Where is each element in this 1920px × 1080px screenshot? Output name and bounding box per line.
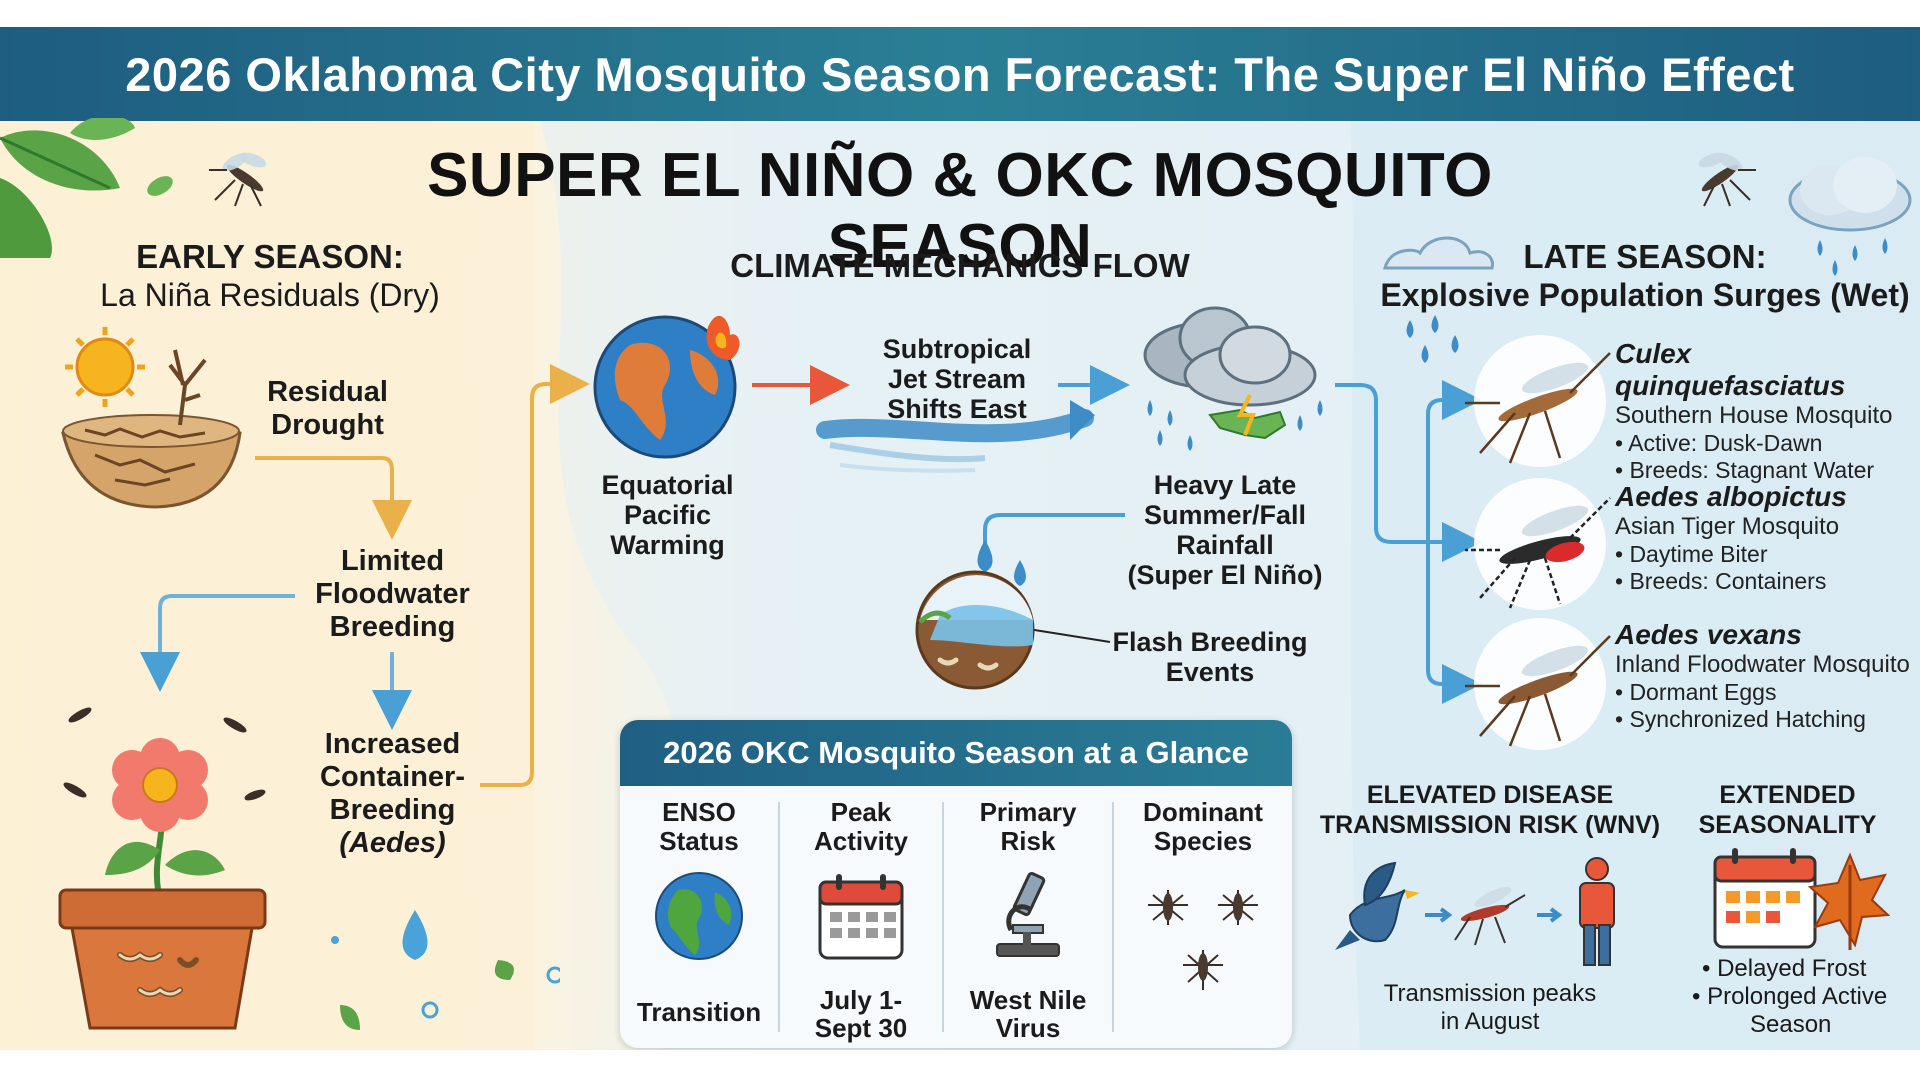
extended-bullets: • Delayed Frost • Prolonged Active Seaso… (1692, 955, 1888, 1038)
species-name: Aedes albopictus (1615, 481, 1847, 512)
rain-cloud-icon (1788, 157, 1912, 276)
bottom-margin (0, 1050, 1920, 1080)
transmission-chain-icon (1335, 857, 1615, 966)
globe-icon (655, 872, 743, 960)
flower-pot-icon (58, 738, 267, 1030)
species-common-name: Inland Floodwater Mosquito (1615, 651, 1910, 678)
main-title: SUPER EL NIÑO & OKC MOSQUITO SEASON (427, 141, 1493, 281)
aedes-vexans-icon (1465, 618, 1611, 750)
calendar-leaf-icon (1713, 848, 1890, 950)
banner-title: 2026 Oklahoma City Mosquito Season Forec… (0, 27, 1920, 121)
droplet-decoration (331, 910, 560, 1030)
increased-container-label: Increased Container- Breeding (Aedes) (320, 728, 465, 859)
species-bullet: • Daytime Biter (1615, 541, 1768, 567)
sun-icon (65, 327, 145, 407)
species-common-name: Asian Tiger Mosquito (1615, 513, 1840, 540)
disease-heading: ELEVATED DISEASE TRANSMISSION RISK (WNV) (1319, 781, 1661, 839)
species-bullet: • Active: Dusk-Dawn (1615, 430, 1823, 456)
glance-col-enso: ENSO Status Transition (636, 797, 762, 1027)
species-name: Aedes vexans (1615, 619, 1802, 650)
flower-icon (112, 738, 208, 832)
leaves-icon (0, 118, 173, 258)
late-season-heading: LATE SEASON: (1523, 238, 1767, 275)
mechanics-heading: CLIMATE MECHANICS FLOW (730, 247, 1190, 284)
glance-divider (1112, 802, 1114, 1032)
glance-col-peak: Peak Activity July 1- Sept 30 (814, 797, 908, 1043)
equatorial-label: Equatorial Pacific Warming (601, 470, 734, 560)
culex-mosquito-icon (1465, 335, 1611, 467)
species-common-name: Southern House Mosquito (1615, 402, 1893, 429)
early-season-heading: EARLY SEASON: (136, 238, 404, 275)
flash-breeding-label: Flash Breeding Events (1112, 627, 1308, 687)
residual-drought-label: Residual Drought (267, 376, 388, 441)
early-season-subheading: La Niña Residuals (Dry) (100, 277, 440, 313)
aedes-albopictus-icon (1465, 478, 1611, 610)
disease-caption: Transmission peaks in August (1383, 980, 1597, 1035)
glance-panel: 2026 OKC Mosquito Season at a Glance ENS… (620, 720, 1292, 1048)
calendar-icon (818, 874, 904, 960)
species-vexans: Aedes vexans Inland Floodwater Mosquito … (1615, 619, 1915, 733)
autumn-leaf-icon (1807, 852, 1890, 950)
flash-breeding-icon (915, 540, 1035, 690)
bird-icon (1335, 861, 1420, 950)
storm-cloud-icon (1143, 306, 1323, 451)
mosquito-group-icon (1148, 890, 1258, 990)
species-icons (1465, 335, 1611, 750)
microscope-icon (996, 871, 1060, 957)
late-season-subheading: Explosive Population Surges (Wet) (1380, 277, 1910, 313)
mosquito-icon (1698, 152, 1756, 207)
jet-stream-label: Subtropical Jet Stream Shifts East (882, 334, 1032, 424)
glance-col-species: Dominant Species (1114, 798, 1292, 1038)
species-name: Culex quinquefasciatus (1615, 338, 1846, 401)
species-bullet: • Dormant Eggs (1615, 679, 1777, 705)
species-albopictus: Aedes albopictus Asian Tiger Mosquito • … (1615, 481, 1915, 595)
small-mosquitoes-icon (63, 707, 266, 801)
species-bullet: • Synchronized Hatching (1615, 706, 1866, 732)
raindrops-icon (1406, 315, 1459, 363)
rainfall-label: Heavy Late Summer/Fall Rainfall (Super El N… (1127, 470, 1323, 590)
person-icon (1579, 857, 1615, 966)
glance-col-risk: Primary Risk West Nile Virus (969, 797, 1087, 1043)
mosquito-icon (209, 152, 267, 207)
small-cloud-icon (1383, 236, 1495, 270)
glance-divider (778, 802, 780, 1032)
species-bullet: • Breeds: Stagnant Water (1615, 457, 1875, 483)
glance-divider (942, 802, 944, 1032)
limited-floodwater-label: Limited Floodwater Breeding (315, 545, 470, 643)
globe-warming-icon (593, 315, 740, 459)
mosquito-icon (1454, 886, 1526, 946)
glance-title: 2026 OKC Mosquito Season at a Glance (620, 720, 1292, 786)
extended-heading: EXTENDED SEASONALITY (1698, 781, 1877, 839)
species-culex: Culex quinquefasciatus Southern House Mo… (1615, 338, 1915, 484)
species-bullet: • Breeds: Containers (1615, 568, 1827, 594)
drought-icon (61, 327, 242, 509)
